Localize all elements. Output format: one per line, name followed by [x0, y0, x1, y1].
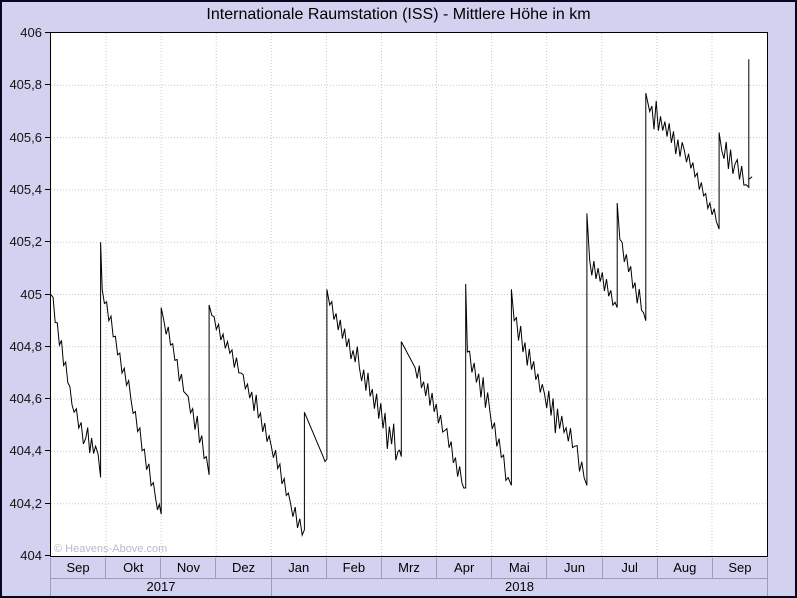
- month-label: Nov: [161, 558, 217, 578]
- year-label: 2017: [51, 579, 272, 596]
- y-tick-label: 404: [20, 548, 42, 563]
- month-label: Sep: [51, 558, 107, 578]
- y-tick-mark: [45, 345, 50, 347]
- plot-area: © Heavens-Above.com: [50, 32, 768, 557]
- month-label: Jan: [272, 558, 327, 578]
- month-label: Apr: [437, 558, 493, 578]
- y-tick-label: 404,2: [9, 495, 42, 511]
- month-label: Okt: [106, 558, 162, 578]
- y-tick-mark: [45, 241, 50, 243]
- y-tick-mark: [45, 450, 50, 452]
- y-tick-mark: [45, 136, 50, 138]
- month-label: Jul: [603, 558, 658, 578]
- month-label: Mrz: [382, 558, 438, 578]
- y-tick-label: 405,2: [9, 234, 42, 250]
- y-tick-mark: [45, 188, 50, 190]
- y-tick-label: 404,8: [9, 338, 42, 354]
- month-label: Jun: [547, 558, 603, 578]
- month-label: Aug: [658, 558, 713, 578]
- watermark: © Heavens-Above.com: [54, 543, 168, 555]
- y-tick-label: 404,4: [9, 443, 42, 459]
- y-axis: 406 405,8 405,6 405,4 405,2 405 404,8 404,6 404,…: [2, 26, 44, 563]
- year-label: 2018: [272, 579, 768, 596]
- y-tick-label: 405,4: [9, 181, 42, 197]
- y-tick-label: 406: [20, 25, 42, 40]
- y-tick-mark: [45, 84, 50, 86]
- y-tick-label: 405,6: [9, 129, 42, 145]
- y-tick-mark: [45, 32, 50, 33]
- y-tick-mark: [45, 555, 50, 556]
- x-axis-year-band: 2017 2018: [50, 579, 768, 596]
- y-tick-mark: [45, 398, 50, 400]
- month-label: Sep: [713, 558, 769, 578]
- y-tick-label: 405,8: [9, 77, 42, 93]
- month-label: Feb: [327, 558, 382, 578]
- y-tick-mark: [45, 502, 50, 504]
- chart-canvas: [51, 33, 767, 556]
- chart-title: Internationale Raumstation (ISS) - Mittl…: [206, 6, 591, 23]
- altitude-line: [51, 59, 753, 537]
- month-label: Mai: [492, 558, 548, 578]
- y-tick-mark: [45, 293, 50, 295]
- y-axis-ticks: [45, 32, 50, 557]
- y-tick-label: 405: [20, 286, 42, 302]
- y-tick-label: 404,6: [9, 391, 42, 407]
- month-label: Dez: [216, 558, 272, 578]
- x-axis-month-band: Sep Okt Nov Dez Jan Feb Mrz Apr Mai Jun Jul Aug Sep: [50, 558, 769, 579]
